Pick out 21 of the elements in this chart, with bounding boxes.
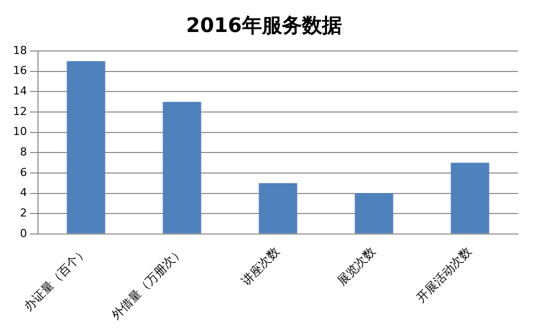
bar [162,102,202,234]
chart-title: 2016年服务数据 [186,13,342,38]
y-tick-label: 10 [12,125,27,138]
x-tick-label: 讲座次数 [238,244,282,288]
y-tick-label: 14 [12,84,27,98]
y-tick-label: 18 [12,44,27,57]
x-tick-label: 外借量（万册次） [108,244,186,322]
y-tick-label: 0 [20,226,27,240]
y-tick-label: 12 [12,104,27,118]
bar [450,162,490,234]
bar [354,193,394,234]
x-tick-label: 办证量（百个） [21,244,90,314]
y-tick-label: 8 [20,145,27,158]
bar [66,61,106,234]
y-tick-label: 6 [20,166,27,179]
x-tick-label: 开展活动次数 [414,244,474,306]
y-tick-label: 16 [12,64,27,78]
y-tick-label: 4 [20,186,27,200]
x-tick-label: 展览次数 [334,244,378,288]
bar [258,183,298,234]
y-tick-label: 2 [20,206,27,220]
